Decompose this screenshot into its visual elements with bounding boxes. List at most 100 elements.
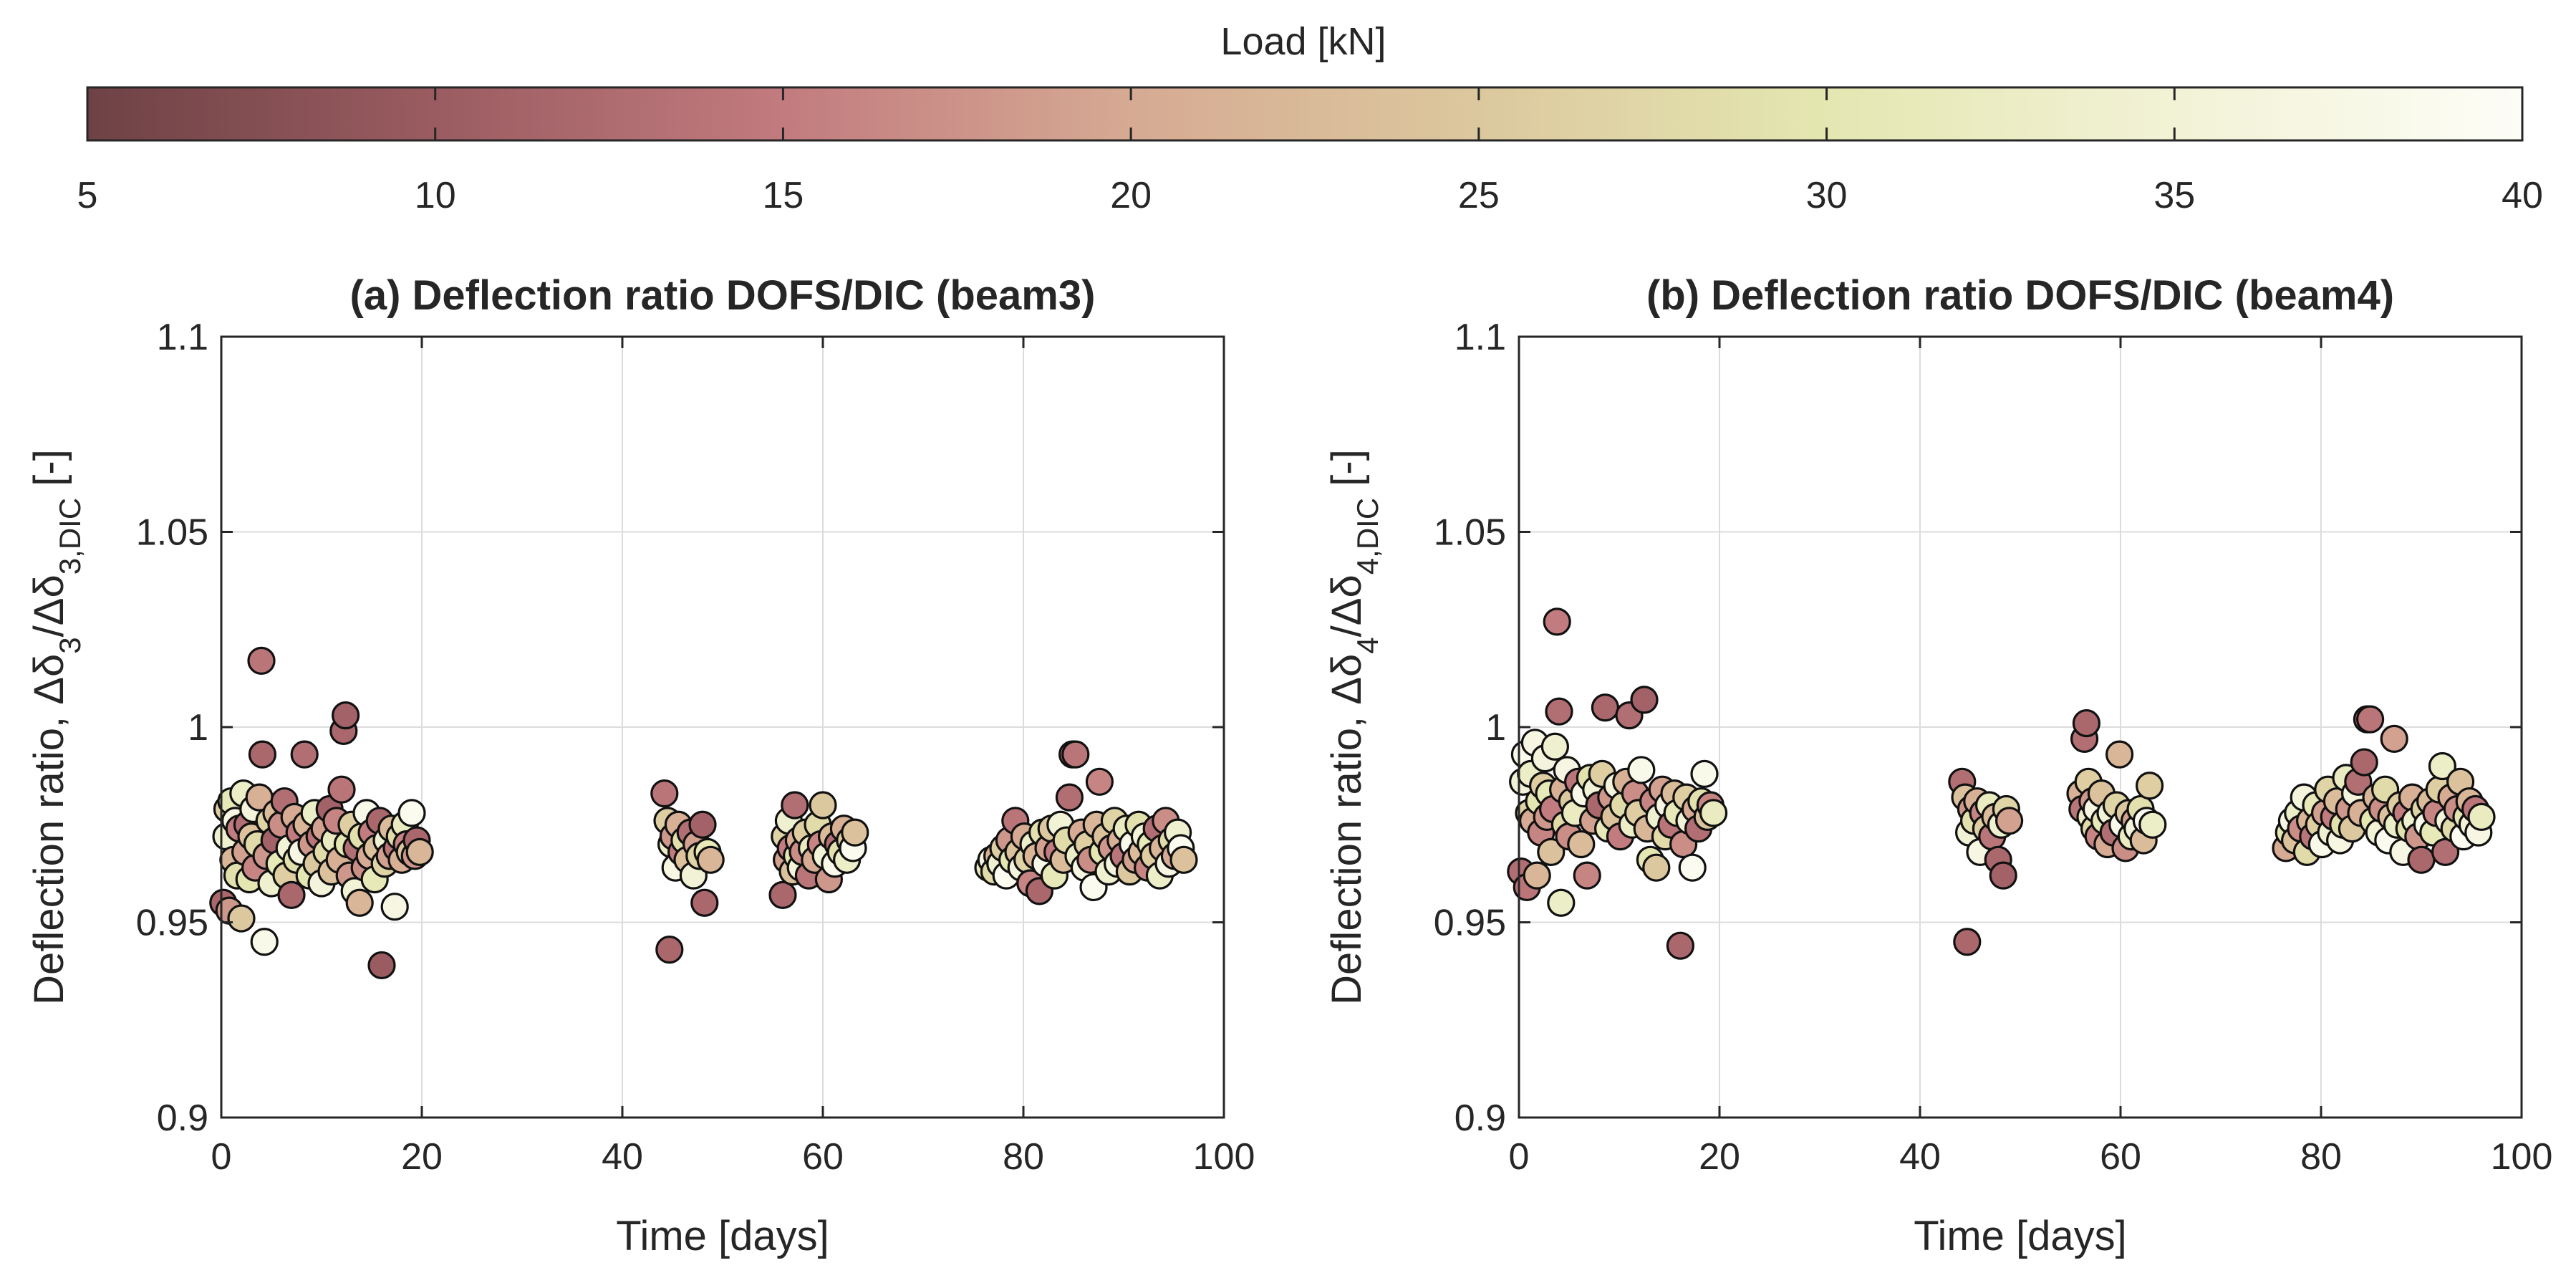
data-point <box>809 791 837 820</box>
data-point <box>1953 928 1982 956</box>
x-tick-label: 0 <box>1509 1136 1530 1178</box>
data-point <box>1169 845 1198 874</box>
data-point <box>2350 748 2378 777</box>
data-point <box>1537 837 1566 867</box>
panel-b-ylabel: Deflection ratio, Δδ4/Δδ4,DIC [-] <box>1323 449 1384 1005</box>
panel-b-points <box>1507 607 2496 960</box>
y-tick-label: 1 <box>188 707 208 749</box>
panel-b-title: (b) Deflection ratio DOFS/DIC (beam4) <box>1646 272 2394 319</box>
x-tick-label: 60 <box>2100 1136 2141 1178</box>
data-point <box>2467 802 2496 831</box>
data-point <box>2136 772 2164 800</box>
data-point <box>768 880 797 909</box>
data-point <box>1678 853 1707 882</box>
y-tick-label: 1.1 <box>157 317 208 358</box>
x-tick-label: 80 <box>1003 1136 1044 1178</box>
data-point <box>290 740 319 769</box>
data-point <box>397 799 426 827</box>
panel-a: (a) Deflection ratio DOFS/DIC (beam3) 0 2… <box>26 272 1255 1259</box>
y-tick-label: 1.1 <box>1455 317 1506 358</box>
colorbar-tick-label: 5 <box>77 175 98 216</box>
data-point <box>1523 861 1551 890</box>
x-tick-label: 40 <box>1899 1136 1941 1178</box>
panel-b-ylabel-suffix: [-] <box>1323 449 1370 498</box>
data-point <box>247 646 276 675</box>
colorbar: Load [kN] 5 10 15 20 25 30 35 40 <box>77 20 2543 216</box>
data-point <box>2138 810 2167 839</box>
data-point <box>1627 756 1656 784</box>
data-point <box>1995 807 2024 835</box>
data-point <box>1543 607 1571 636</box>
data-point <box>1630 686 1659 714</box>
colorbar-tick-label: 40 <box>2502 175 2543 216</box>
colorbar-ticks: 5 10 15 20 25 30 35 40 <box>77 87 2543 216</box>
data-point <box>1591 693 1619 722</box>
colorbar-tick-label: 20 <box>1110 175 1152 216</box>
data-point <box>1567 830 1596 859</box>
data-point <box>327 775 356 804</box>
panel-a-ylabel: Deflection ratio, Δδ3/Δδ3,DIC [-] <box>26 449 87 1005</box>
data-point <box>655 936 684 964</box>
panel-a-ylabel-sub2: 3,DIC <box>53 498 87 575</box>
data-point <box>1061 740 1090 769</box>
panel-b-ticks: 0 20 40 60 80 100 0.9 0.95 1 1.05 1.1 <box>1434 317 2553 1178</box>
panel-a-ylabel-mid: /Δδ <box>26 575 72 637</box>
x-tick-label: 20 <box>401 1136 443 1178</box>
colorbar-tick-label: 30 <box>1806 175 1848 216</box>
data-point <box>1085 767 1114 796</box>
data-point <box>1547 888 1576 917</box>
colorbar-tick-label: 35 <box>2153 175 2195 216</box>
data-point <box>2380 724 2408 753</box>
data-point <box>2072 708 2100 738</box>
data-point <box>1690 759 1719 789</box>
data-point <box>2428 751 2456 781</box>
y-tick-label: 1.05 <box>1434 512 1506 554</box>
data-point <box>2407 845 2436 874</box>
colorbar-tick-label: 15 <box>763 175 804 216</box>
panel-a-ylabel-suffix: [-] <box>26 449 72 498</box>
data-point <box>277 880 306 909</box>
data-point <box>1055 783 1084 812</box>
colorbar-tick-label: 10 <box>415 175 456 216</box>
data-point <box>227 904 256 933</box>
panel-b-grid <box>1519 337 2522 1118</box>
data-point <box>332 701 360 730</box>
data-point <box>250 928 279 956</box>
data-point <box>405 837 434 867</box>
y-tick-label: 1 <box>1485 707 1506 749</box>
data-point <box>1540 732 1569 761</box>
x-tick-label: 40 <box>602 1136 643 1178</box>
data-point <box>696 845 725 874</box>
panel-a-grid <box>221 337 1224 1118</box>
x-tick-label: 60 <box>802 1136 844 1178</box>
panel-b-ylabel-sub2: 4,DIC <box>1351 498 1384 575</box>
data-point <box>1666 931 1694 960</box>
data-point <box>1545 697 1573 726</box>
data-point <box>248 740 276 769</box>
data-point <box>841 818 869 847</box>
data-point <box>781 791 809 820</box>
data-point <box>1989 861 2017 890</box>
colorbar-tick-label: 25 <box>1458 175 1500 216</box>
y-tick-label: 1.05 <box>136 512 208 554</box>
x-tick-label: 20 <box>1699 1136 1740 1178</box>
panel-b-ylabel-prefix: Deflection ratio, Δδ <box>1323 654 1370 1005</box>
data-point <box>1573 861 1601 890</box>
panel-b-ylabel-mid: /Δδ <box>1323 575 1370 637</box>
x-tick-label: 100 <box>2491 1136 2553 1178</box>
data-point <box>367 951 396 980</box>
data-point <box>345 888 374 917</box>
colorbar-gradient <box>86 86 2524 142</box>
data-point <box>688 810 717 839</box>
panel-a-ylabel-sub1: 3 <box>53 637 87 653</box>
panel-b: (b) Deflection ratio DOFS/DIC (beam4) 0 2… <box>1323 272 2552 1259</box>
x-tick-label: 80 <box>2300 1136 2342 1178</box>
data-point <box>380 893 409 921</box>
y-tick-label: 0.9 <box>1455 1097 1506 1139</box>
panel-b-ylabel-sub1: 4 <box>1351 637 1384 653</box>
panel-a-ylabel-prefix: Deflection ratio, Δδ <box>26 654 72 1005</box>
y-tick-label: 0.95 <box>1434 903 1506 944</box>
data-point <box>2356 705 2385 734</box>
y-tick-label: 0.95 <box>136 903 208 944</box>
